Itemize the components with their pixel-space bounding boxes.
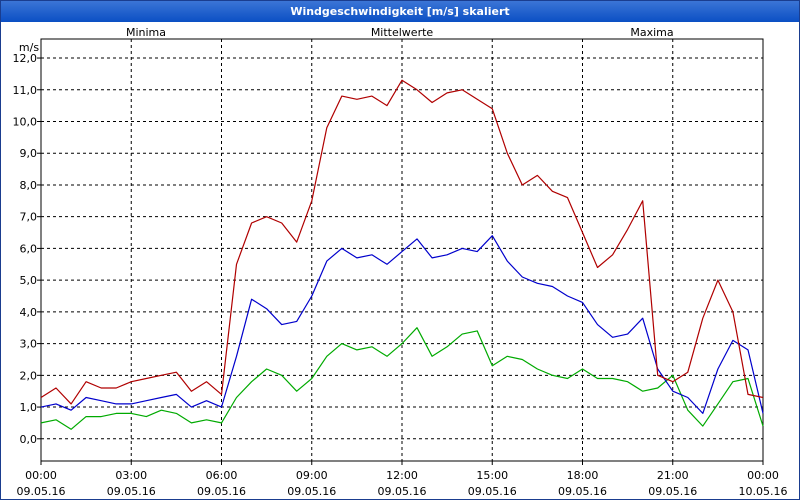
series-line-mittelwerte	[40, 235, 764, 414]
x-tick-label-time: 15:00	[476, 469, 508, 482]
series-line-minima	[40, 327, 764, 430]
x-tick-label-date: 09.05.16	[648, 485, 697, 498]
x-tick-label-date: 09.05.16	[468, 485, 517, 498]
y-tick-label: 2,0	[20, 369, 38, 382]
y-tick-label: 6,0	[20, 242, 38, 255]
y-axis-label: m/s	[19, 41, 39, 54]
y-tick-label: 7,0	[20, 211, 38, 224]
x-tick-label-time: 00:00	[747, 469, 779, 482]
x-tick-label-time: 18:00	[567, 469, 599, 482]
y-tick-label: 5,0	[20, 274, 38, 287]
x-tick-label-time: 00:00	[25, 469, 57, 482]
y-tick-label: 4,0	[20, 306, 38, 319]
series-line-maxima	[40, 79, 764, 405]
x-tick-label-date: 09.05.16	[197, 485, 246, 498]
x-tick-label-time: 12:00	[386, 469, 418, 482]
x-tick-label-time: 09:00	[296, 469, 328, 482]
y-tick-label: 3,0	[20, 338, 38, 351]
legend-mittelwerte: Mittelwerte	[371, 26, 434, 39]
x-tick-label-time: 21:00	[657, 469, 689, 482]
y-tick-label: 8,0	[20, 179, 38, 192]
plot-border	[40, 38, 764, 462]
y-tick-label: 12,0	[13, 52, 38, 65]
chart-title: Windgeschwindigkeit [m/s] skaliert	[1, 1, 799, 22]
x-tick-label-date: 10.05.16	[739, 485, 788, 498]
y-tick-label: 10,0	[13, 115, 38, 128]
x-tick-label-date: 09.05.16	[17, 485, 66, 498]
legend-minima: Minima	[126, 26, 166, 39]
y-tick-label: 1,0	[20, 401, 38, 414]
x-tick-label-time: 06:00	[206, 469, 238, 482]
legend-maxima: Maxima	[630, 26, 673, 39]
x-tick-label-date: 09.05.16	[107, 485, 156, 498]
x-tick-label-time: 03:00	[115, 469, 147, 482]
y-tick-label: 0,0	[20, 433, 38, 446]
x-tick-label-date: 09.05.16	[287, 485, 336, 498]
y-tick-label: 11,0	[13, 84, 38, 97]
x-tick-label-date: 09.05.16	[558, 485, 607, 498]
y-tick-label: 9,0	[20, 147, 38, 160]
x-tick-label-date: 09.05.16	[378, 485, 427, 498]
